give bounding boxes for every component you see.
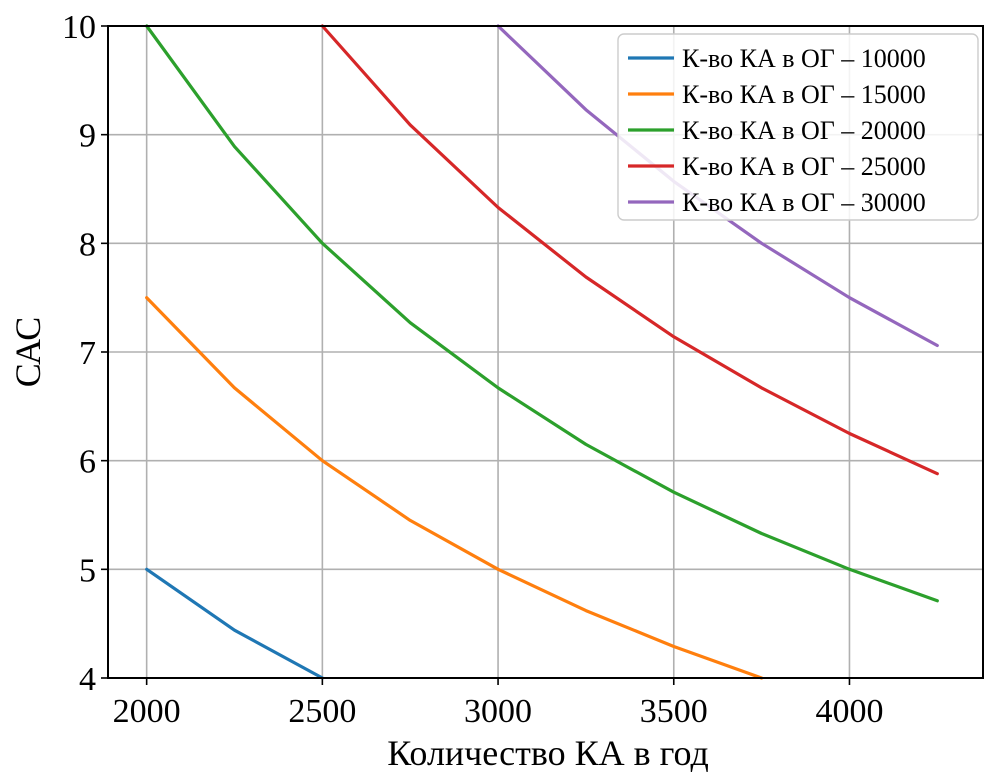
x-axis-ticks: 2000 2500 3000 3500 4000 [113, 678, 883, 730]
y-tick-label: 6 [79, 444, 96, 481]
series-line-1 [145, 567, 324, 680]
y-tick-label: 8 [79, 226, 96, 263]
x-tick-label: 2500 [288, 693, 356, 730]
x-tick-label: 2000 [113, 693, 181, 730]
y-tick-label: 9 [79, 118, 96, 155]
series-line-2 [145, 296, 764, 680]
x-tick-label: 3500 [640, 693, 708, 730]
legend: К-во КА в ОГ – 10000 К-во КА в ОГ – 15000… [617, 33, 979, 221]
y-axis-label: САС [8, 317, 48, 387]
x-tick-label: 3000 [464, 693, 532, 730]
legend-label-4: К-во КА в ОГ – 25000 [682, 152, 926, 181]
x-tick-label: 4000 [815, 693, 883, 730]
legend-box [617, 33, 979, 221]
legend-label-2: К-во КА в ОГ – 15000 [682, 80, 926, 109]
series-line-3 [145, 24, 939, 603]
y-tick-label: 5 [79, 552, 96, 589]
legend-label-5: К-во КА в ОГ – 30000 [682, 188, 926, 217]
y-tick-label: 10 [62, 9, 96, 46]
legend-label-3: К-во КА в ОГ – 20000 [682, 116, 926, 145]
legend-label-1: К-во КА в ОГ – 10000 [682, 44, 926, 73]
series-line-4 [320, 24, 939, 476]
y-axis-ticks: 4 5 6 7 8 9 10 [62, 9, 108, 698]
y-tick-label: 7 [79, 335, 96, 372]
y-tick-label: 4 [79, 661, 96, 698]
x-axis-label: Количество КА в год [387, 733, 709, 773]
